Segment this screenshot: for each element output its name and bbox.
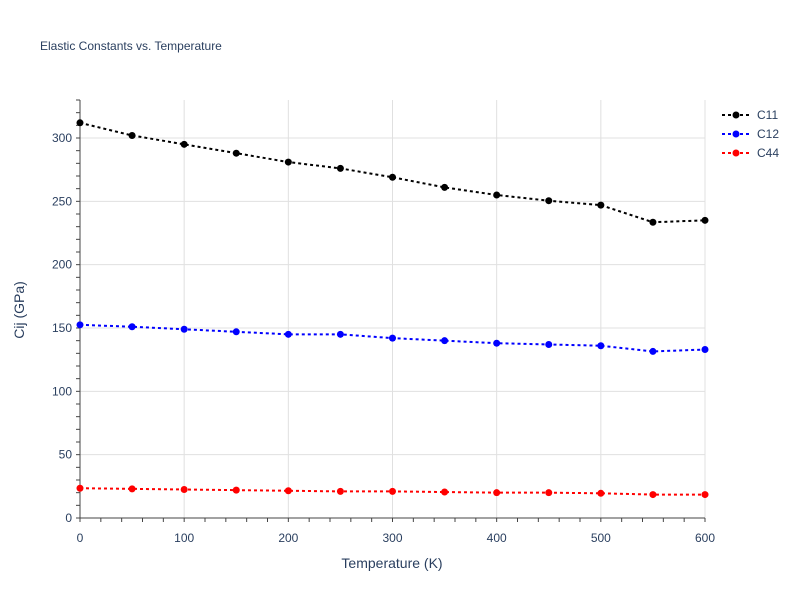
y-tick-label: 300 <box>52 131 72 145</box>
data-point[interactable] <box>597 489 605 497</box>
data-point[interactable] <box>284 158 292 166</box>
data-point[interactable] <box>701 346 709 354</box>
legend-item-c11[interactable]: C11 <box>722 108 778 122</box>
series-lines <box>76 119 709 499</box>
data-point[interactable] <box>441 183 449 191</box>
x-tick-label: 300 <box>382 531 402 545</box>
y-tick-label: 250 <box>52 194 72 208</box>
legend-item-c12[interactable]: C12 <box>722 127 779 141</box>
data-point[interactable] <box>128 485 136 493</box>
legend-marker <box>732 130 740 138</box>
data-point[interactable] <box>389 173 396 181</box>
x-tick-label: 0 <box>77 531 84 545</box>
data-point[interactable] <box>180 325 188 333</box>
data-point[interactable] <box>336 164 344 172</box>
data-point[interactable] <box>76 321 84 329</box>
data-point[interactable] <box>389 334 396 342</box>
y-axis-title: Cij (GPa) <box>11 281 27 339</box>
data-point[interactable] <box>649 218 657 226</box>
data-point[interactable] <box>545 340 553 348</box>
data-point[interactable] <box>597 342 605 350</box>
series-c12 <box>76 321 709 355</box>
data-point[interactable] <box>336 330 344 338</box>
data-point[interactable] <box>284 330 292 338</box>
y-tick-label: 200 <box>52 258 72 272</box>
series-c11 <box>76 119 709 226</box>
legend-label: C11 <box>757 108 778 122</box>
legend-item-c44[interactable]: C44 <box>722 146 779 160</box>
data-point[interactable] <box>232 486 240 494</box>
legend[interactable]: C11 C12 C44 <box>722 108 779 160</box>
data-point[interactable] <box>597 201 605 209</box>
data-point[interactable] <box>545 489 553 497</box>
y-tick-label: 150 <box>52 321 72 335</box>
x-tick-label: 200 <box>278 531 298 545</box>
y-tick-label: 100 <box>52 384 72 398</box>
series-c44 <box>76 484 709 499</box>
y-tick-label: 50 <box>59 448 73 462</box>
data-point[interactable] <box>180 486 188 493</box>
data-point[interactable] <box>441 337 449 345</box>
data-point[interactable] <box>76 484 84 492</box>
data-point[interactable] <box>441 488 449 496</box>
data-point[interactable] <box>701 216 709 224</box>
legend-label: C44 <box>757 146 779 160</box>
x-tick-label: 400 <box>487 531 507 545</box>
data-point[interactable] <box>232 149 240 157</box>
data-point[interactable] <box>493 339 501 347</box>
legend-label: C12 <box>757 127 779 141</box>
data-point[interactable] <box>128 323 136 331</box>
x-tick-label: 600 <box>695 531 715 545</box>
data-point[interactable] <box>128 131 136 139</box>
data-point[interactable] <box>76 119 84 127</box>
data-point[interactable] <box>493 489 501 497</box>
data-point[interactable] <box>180 140 188 148</box>
y-tick-label: 0 <box>65 511 72 525</box>
grid <box>80 100 706 518</box>
data-point[interactable] <box>232 328 240 336</box>
axes: 0 100 200 300 400 500 600 0 50 100 150 200 250 300 <box>52 99 715 545</box>
data-point[interactable] <box>284 487 292 495</box>
data-point[interactable] <box>649 491 657 499</box>
x-tick-label: 100 <box>174 531 194 545</box>
data-point[interactable] <box>493 191 501 199</box>
data-point[interactable] <box>336 487 344 495</box>
legend-marker <box>732 149 740 157</box>
data-point[interactable] <box>649 347 657 355</box>
data-point[interactable] <box>545 197 553 205</box>
x-tick-label: 500 <box>591 531 611 545</box>
data-point[interactable] <box>701 491 709 499</box>
data-point[interactable] <box>389 487 396 495</box>
chart-title: Elastic Constants vs. Temperature <box>40 39 222 53</box>
legend-marker <box>732 111 740 119</box>
x-axis-title: Temperature (K) <box>341 555 442 571</box>
